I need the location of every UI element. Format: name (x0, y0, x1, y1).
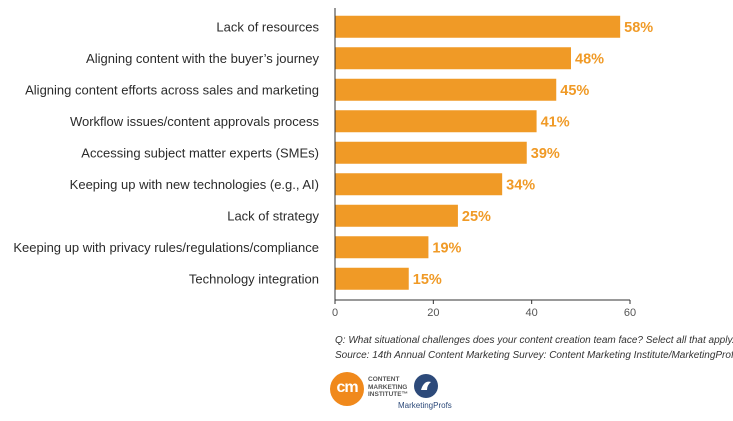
bar (335, 204, 458, 227)
bar (335, 15, 621, 38)
data-label: 34% (506, 177, 535, 193)
data-label: 19% (432, 240, 461, 256)
x-tick-label: 40 (526, 307, 538, 319)
cmi-text-line3: INSTITUTE™ (368, 391, 409, 398)
category-label: Aligning content with the buyer’s journe… (86, 51, 319, 66)
marketingprofs-logo-text: MarketingProfs (398, 401, 452, 410)
cmi-text-line2: MARKETING (368, 383, 408, 391)
data-label: 58% (624, 20, 653, 36)
category-label: Aligning content efforts across sales an… (25, 82, 319, 97)
data-label: 25% (462, 209, 491, 225)
data-label: 15% (413, 272, 442, 288)
logos: cm CONTENT MARKETING INSTITUTE™ Marketin… (330, 372, 452, 417)
bar (335, 236, 429, 259)
category-label: Accessing subject matter experts (SMEs) (81, 145, 319, 160)
category-label: Workflow issues/content approvals proces… (70, 114, 320, 129)
x-tick-label: 0 (332, 307, 338, 319)
category-label: Lack of strategy (227, 208, 319, 223)
bar (335, 78, 557, 101)
category-label: Keeping up with privacy rules/regulation… (13, 240, 319, 255)
cmi-logo-text: CONTENT MARKETING INSTITUTE™ (368, 376, 408, 399)
data-label: 41% (541, 114, 570, 130)
survey-question-note: Q: What situational challenges does your… (335, 335, 733, 346)
data-label: 45% (560, 83, 589, 99)
cmi-text-line1: CONTENT (368, 376, 400, 383)
data-label: 48% (575, 51, 604, 67)
marketingprofs-logo-icon (414, 374, 438, 398)
bar (335, 110, 537, 133)
bar (335, 267, 409, 290)
data-label: 39% (531, 146, 560, 162)
bar (335, 47, 571, 70)
x-tick-label: 60 (624, 307, 636, 319)
x-tick-label: 20 (427, 307, 439, 319)
bar (335, 141, 527, 164)
cmi-logo-mark: cm (336, 379, 358, 396)
bar (335, 173, 503, 196)
category-label: Keeping up with new technologies (e.g., … (70, 177, 319, 192)
category-label: Lack of resources (216, 19, 319, 34)
cmi-logo-icon: cm (330, 372, 364, 406)
category-label: Technology integration (189, 271, 319, 286)
source-note: Source: 14th Annual Content Marketing Su… (335, 350, 733, 361)
